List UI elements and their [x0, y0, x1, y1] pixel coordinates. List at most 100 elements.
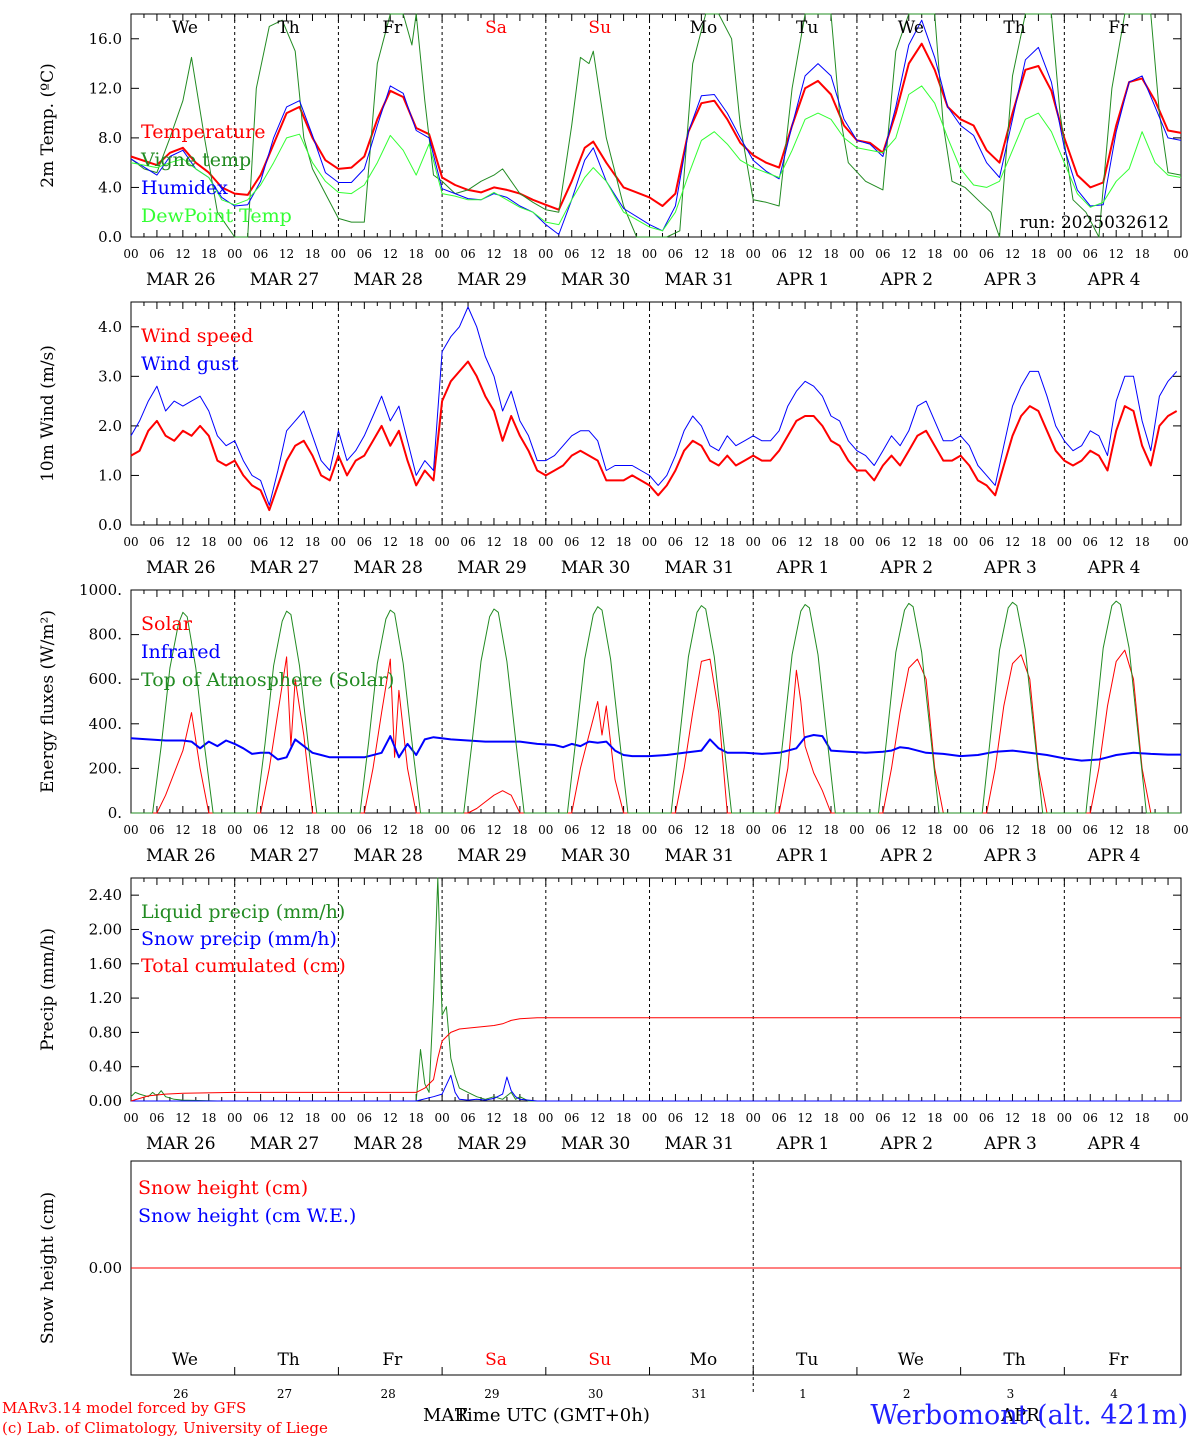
date-label: MAR 30	[561, 270, 631, 290]
date-label: MAR 27	[250, 270, 320, 290]
date-label: APR 3	[983, 846, 1037, 866]
legend-entry: Liquid precip (mm/h)	[141, 901, 345, 923]
hour-label: 18	[1134, 247, 1149, 261]
hour-label: 06	[668, 823, 683, 837]
hour-label: 06	[149, 535, 164, 549]
hour-label: 06	[668, 1111, 683, 1125]
y-tick-label: 1.0	[98, 466, 122, 484]
y-axis-label: 10m Wind (m/s)	[38, 345, 58, 482]
series-group	[130, 600, 1181, 814]
hour-label: 12	[694, 823, 709, 837]
y-tick-label: 600.	[89, 670, 122, 688]
hour-label: 18	[409, 535, 424, 549]
hour-label: 06	[564, 247, 579, 261]
y-tick-label: 3.0	[98, 367, 122, 385]
hour-label: 06	[979, 1111, 994, 1125]
hour-label: 18	[823, 247, 838, 261]
hour-label: 00	[1173, 535, 1188, 549]
hour-label: 00	[642, 1111, 657, 1125]
hour-label: 18	[823, 1111, 838, 1125]
legend-entry: Top of Atmosphere (Solar)	[141, 669, 394, 691]
series-line-dewpoint-temp	[130, 85, 1182, 232]
date-label: MAR 27	[250, 558, 320, 578]
hour-label: 12	[175, 823, 190, 837]
hour-label: 18	[305, 535, 320, 549]
y-tick-label: 8.0	[98, 129, 122, 147]
weekday-label: Su	[588, 18, 611, 38]
date-label: APR 2	[879, 558, 933, 578]
y-tick-label: 400.	[89, 715, 122, 733]
y-axis-label: 2m Temp. (ºC)	[38, 63, 58, 188]
hour-label: 12	[279, 823, 294, 837]
day-number-label: 2	[903, 1387, 911, 1401]
panel-snow: 0.00 Snow height (cm) Snow height (cm) Snow…	[38, 1160, 1182, 1395]
weekday-label: Fr	[382, 18, 403, 38]
hour-label: 18	[1031, 535, 1046, 549]
hour-label: 06	[979, 247, 994, 261]
hour-label: 06	[253, 1111, 268, 1125]
hour-label: 06	[253, 247, 268, 261]
hour-label: 18	[305, 1111, 320, 1125]
hour-label: 18	[512, 1111, 527, 1125]
hour-label: 12	[486, 535, 501, 549]
y-tick-label: 0.	[108, 804, 122, 822]
hour-label: 12	[175, 247, 190, 261]
hour-label: 18	[305, 823, 320, 837]
hour-label: 06	[460, 1111, 475, 1125]
hour-label: 18	[1031, 1111, 1046, 1125]
hour-label: 00	[849, 247, 864, 261]
hour-label: 06	[460, 535, 475, 549]
hour-label: 06	[149, 1111, 164, 1125]
series-group	[130, 306, 1178, 512]
y-axis-label: Precip (mm/h)	[38, 928, 58, 1051]
day-number-label: 1	[799, 1387, 807, 1401]
hour-label: 06	[979, 823, 994, 837]
legend-entry: Wind gust	[141, 353, 239, 375]
hour-label: 18	[927, 823, 942, 837]
date-label: MAR 28	[353, 1134, 423, 1154]
date-label: APR 3	[983, 1134, 1037, 1154]
run-label: run: 2025032612	[1020, 213, 1169, 233]
panel-energy: 0. 200. 400. 600. 800. 1000. Energy fluxes (W/…	[38, 581, 1189, 866]
legend-entry: Temperature	[141, 121, 265, 143]
date-label: APR 3	[983, 558, 1037, 578]
weekday-label: Su	[588, 1350, 611, 1370]
hour-label: 00	[746, 823, 761, 837]
hour-label: 00	[1173, 247, 1188, 261]
series-line-total-cumulated-cm-	[130, 1017, 1181, 1102]
hour-label: 12	[383, 1111, 398, 1125]
hour-label: 18	[512, 823, 527, 837]
weekday-label: Fr	[1108, 18, 1129, 38]
y-axis-label: Snow height (cm)	[38, 1192, 58, 1344]
y-tick-label: 16.0	[89, 30, 122, 48]
hour-label: 18	[1031, 823, 1046, 837]
hour-label: 06	[564, 823, 579, 837]
date-label: MAR 26	[146, 1134, 216, 1154]
date-label: APR 3	[983, 270, 1037, 290]
hour-label: 18	[1134, 1111, 1149, 1125]
hour-label: 18	[927, 247, 942, 261]
hour-label: 18	[823, 535, 838, 549]
day-number-label: 29	[484, 1387, 499, 1401]
hour-label: 18	[1134, 535, 1149, 549]
legend-entry: Vigne temp	[140, 149, 251, 171]
hour-label: 12	[383, 247, 398, 261]
y-tick-label: 1.60	[89, 955, 122, 973]
hour-label: 18	[201, 535, 216, 549]
hour-label: 12	[175, 535, 190, 549]
hour-label: 18	[616, 535, 631, 549]
date-label: MAR 30	[561, 1134, 631, 1154]
hour-label: 18	[409, 1111, 424, 1125]
hour-label: 18	[201, 823, 216, 837]
date-label: MAR 27	[250, 846, 320, 866]
weekday-label: Th	[277, 1350, 299, 1370]
hour-label: 12	[383, 535, 398, 549]
hour-label: 18	[616, 823, 631, 837]
hour-label: 06	[253, 535, 268, 549]
panel-wind: 0.0 1.0 2.0 3.0 4.0 10m Wind (m/s) Wind speed W…	[38, 301, 1189, 578]
footer-model-line: MARv3.14 model forced by GFS	[2, 1399, 247, 1417]
hour-label: 12	[797, 247, 812, 261]
y-axis-label: Energy fluxes (W/m²)	[38, 610, 58, 793]
